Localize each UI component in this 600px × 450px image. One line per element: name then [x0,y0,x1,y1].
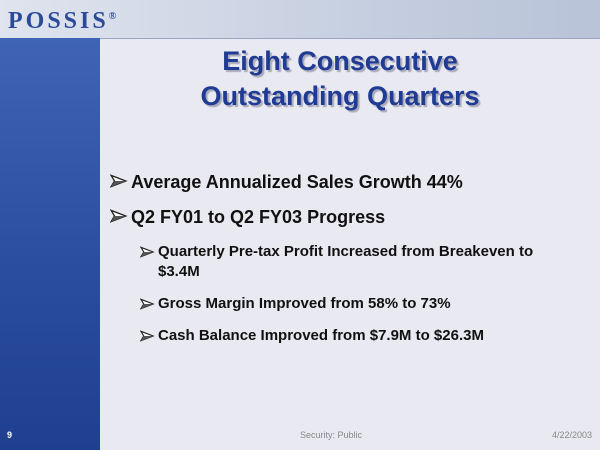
logo: POSSIS® [8,8,116,35]
title: Eight Consecutive Outstanding Quarters [100,44,580,114]
bullet-text: Average Annualized Sales Growth 44% [131,172,463,192]
title-line: Eight Consecutive [222,46,458,76]
bullet-arrow [140,246,155,258]
title-line: Outstanding Quarters [200,81,480,111]
bullet: Average Annualized Sales Growth 44% [110,172,540,193]
bullet-arrow [110,209,128,223]
side-band [0,38,100,450]
bullet: Cash Balance Improved from $7.9M to $26.… [140,326,540,346]
page-number: 9 [7,430,13,440]
bullet-arrow [140,298,155,310]
bullet: Gross Margin Improved from 58% to 73% [140,294,540,314]
bullet-text: Cash Balance Improved from $7.9M to $26.… [158,327,484,344]
bullet-text: Quarterly Pre-tax Profit Increased from … [158,243,534,280]
bullet-text: Q2 FY01 to Q2 FY03 Progress [131,207,386,227]
logo-mark: ® [108,11,117,22]
bullet-arrow [110,174,128,188]
bullet-list: Average Annualized Sales Growth 44% Q2 FY… [110,172,540,358]
security-label: Security: Public [300,430,363,440]
bullet-arrow [140,330,155,342]
bullet-text: Gross Margin Improved from 58% to 73% [158,295,451,312]
header-band: POSSIS® [0,0,600,39]
logo-text: POSSIS [8,8,109,34]
bullet: Q2 FY01 to Q2 FY03 Progress [110,207,540,228]
date: 4/22/2003 [551,430,592,440]
bullet: Quarterly Pre-tax Profit Increased from … [140,242,540,282]
